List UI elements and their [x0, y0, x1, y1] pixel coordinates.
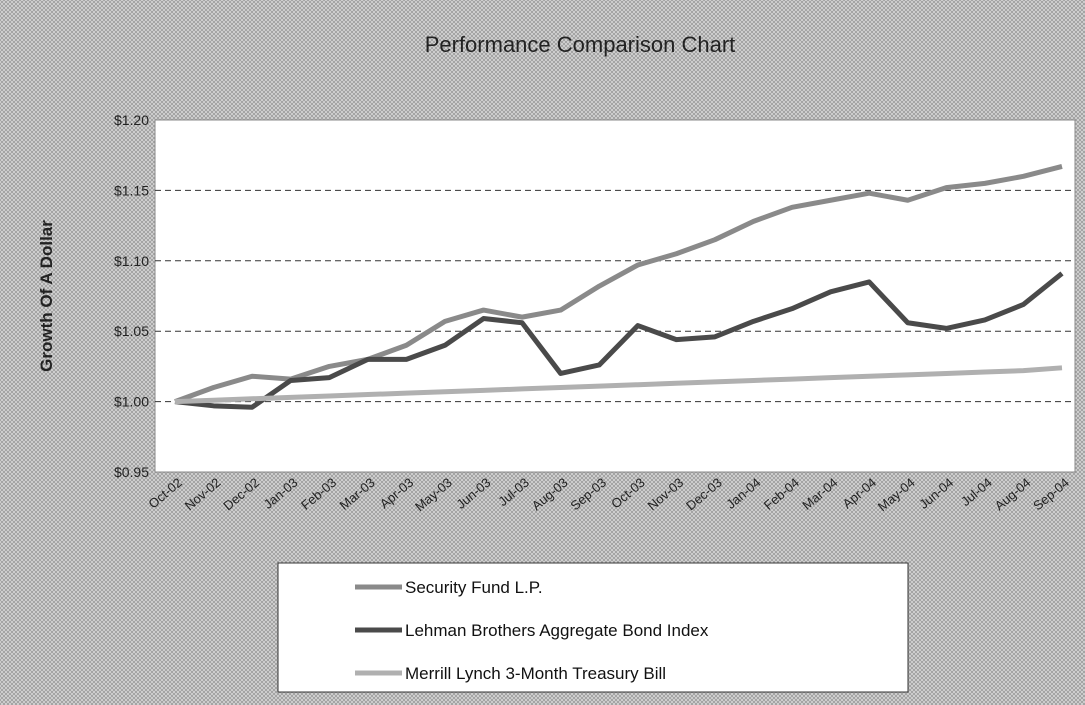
- series-line: [174, 164, 1063, 404]
- chart-title: Performance Comparison Chart: [425, 32, 736, 57]
- y-tick-label: $1.20: [114, 112, 149, 128]
- legend-label: Lehman Brothers Aggregate Bond Index: [405, 621, 709, 640]
- y-tick-label: $0.95: [114, 464, 149, 480]
- series-line: [174, 271, 1064, 410]
- legend-label: Merrill Lynch 3-Month Treasury Bill: [405, 664, 666, 683]
- plot-area: [154, 119, 1076, 473]
- y-tick-label: $1.10: [114, 253, 149, 269]
- series-line: [174, 365, 1063, 405]
- y-tick-label: $1.00: [114, 394, 149, 410]
- y-axis-title: Growth Of A Dollar: [37, 220, 56, 372]
- y-tick-label: $1.15: [114, 182, 149, 198]
- legend-label: Security Fund L.P.: [405, 578, 543, 597]
- y-tick-label: $1.05: [114, 323, 149, 339]
